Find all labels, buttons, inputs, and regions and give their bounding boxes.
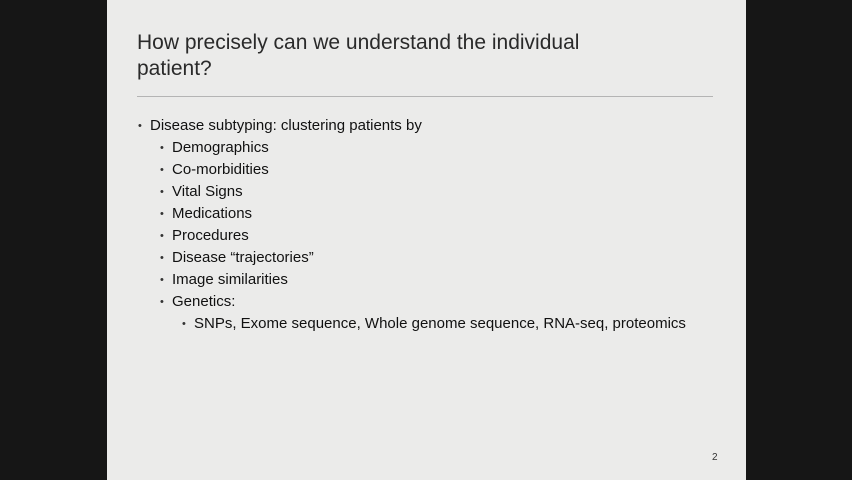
bullet-text: Disease subtyping: clustering patients b… <box>150 117 422 134</box>
bullet-dot-icon: • <box>160 164 164 176</box>
bullet-dot-icon: • <box>160 274 164 286</box>
sub-sub-bullet-item: • SNPs, Exome sequence, Whole genome seq… <box>182 314 686 334</box>
sub-bullet-item: • Vital Signs <box>160 182 243 202</box>
sub-bullet-item: • Co-morbidities <box>160 160 269 180</box>
title-divider <box>137 96 713 97</box>
bullet-dot-icon: • <box>160 186 164 198</box>
bullet-text: Disease “trajectories” <box>172 249 314 266</box>
bullet-item: • Disease subtyping: clustering patients… <box>138 116 422 136</box>
slide-title: How precisely can we understand the indi… <box>137 31 580 80</box>
bullet-dot-icon: • <box>160 230 164 242</box>
bullet-text: Medications <box>172 205 253 222</box>
sub-bullet-item: • Image similarities <box>160 270 288 290</box>
sub-bullet-item: • Disease “trajectories” <box>160 248 314 268</box>
bullet-dot-icon: • <box>160 296 164 308</box>
bullet-text: Co-morbidities <box>172 161 269 178</box>
bullet-dot-icon: • <box>160 208 164 220</box>
bullet-text: Genetics: <box>172 293 236 310</box>
presentation-slide: How precisely can we understand the indi… <box>107 0 746 480</box>
bullet-dot-icon: • <box>182 318 186 330</box>
sub-bullet-item: • Genetics: <box>160 292 236 312</box>
bullet-text: Procedures <box>172 227 249 244</box>
bullet-text: Vital Signs <box>172 183 243 200</box>
sub-bullet-item: • Procedures <box>160 226 249 246</box>
bullet-dot-icon: • <box>160 142 164 154</box>
bullet-text: Demographics <box>172 139 269 156</box>
bullet-dot-icon: • <box>138 120 142 132</box>
sub-bullet-item: • Medications <box>160 204 253 224</box>
bullet-text: Image similarities <box>172 271 288 288</box>
slide-number: 2 <box>712 452 718 463</box>
bullet-text: SNPs, Exome sequence, Whole genome seque… <box>194 315 686 332</box>
sub-bullet-item: • Demographics <box>160 138 269 158</box>
bullet-dot-icon: • <box>160 252 164 264</box>
